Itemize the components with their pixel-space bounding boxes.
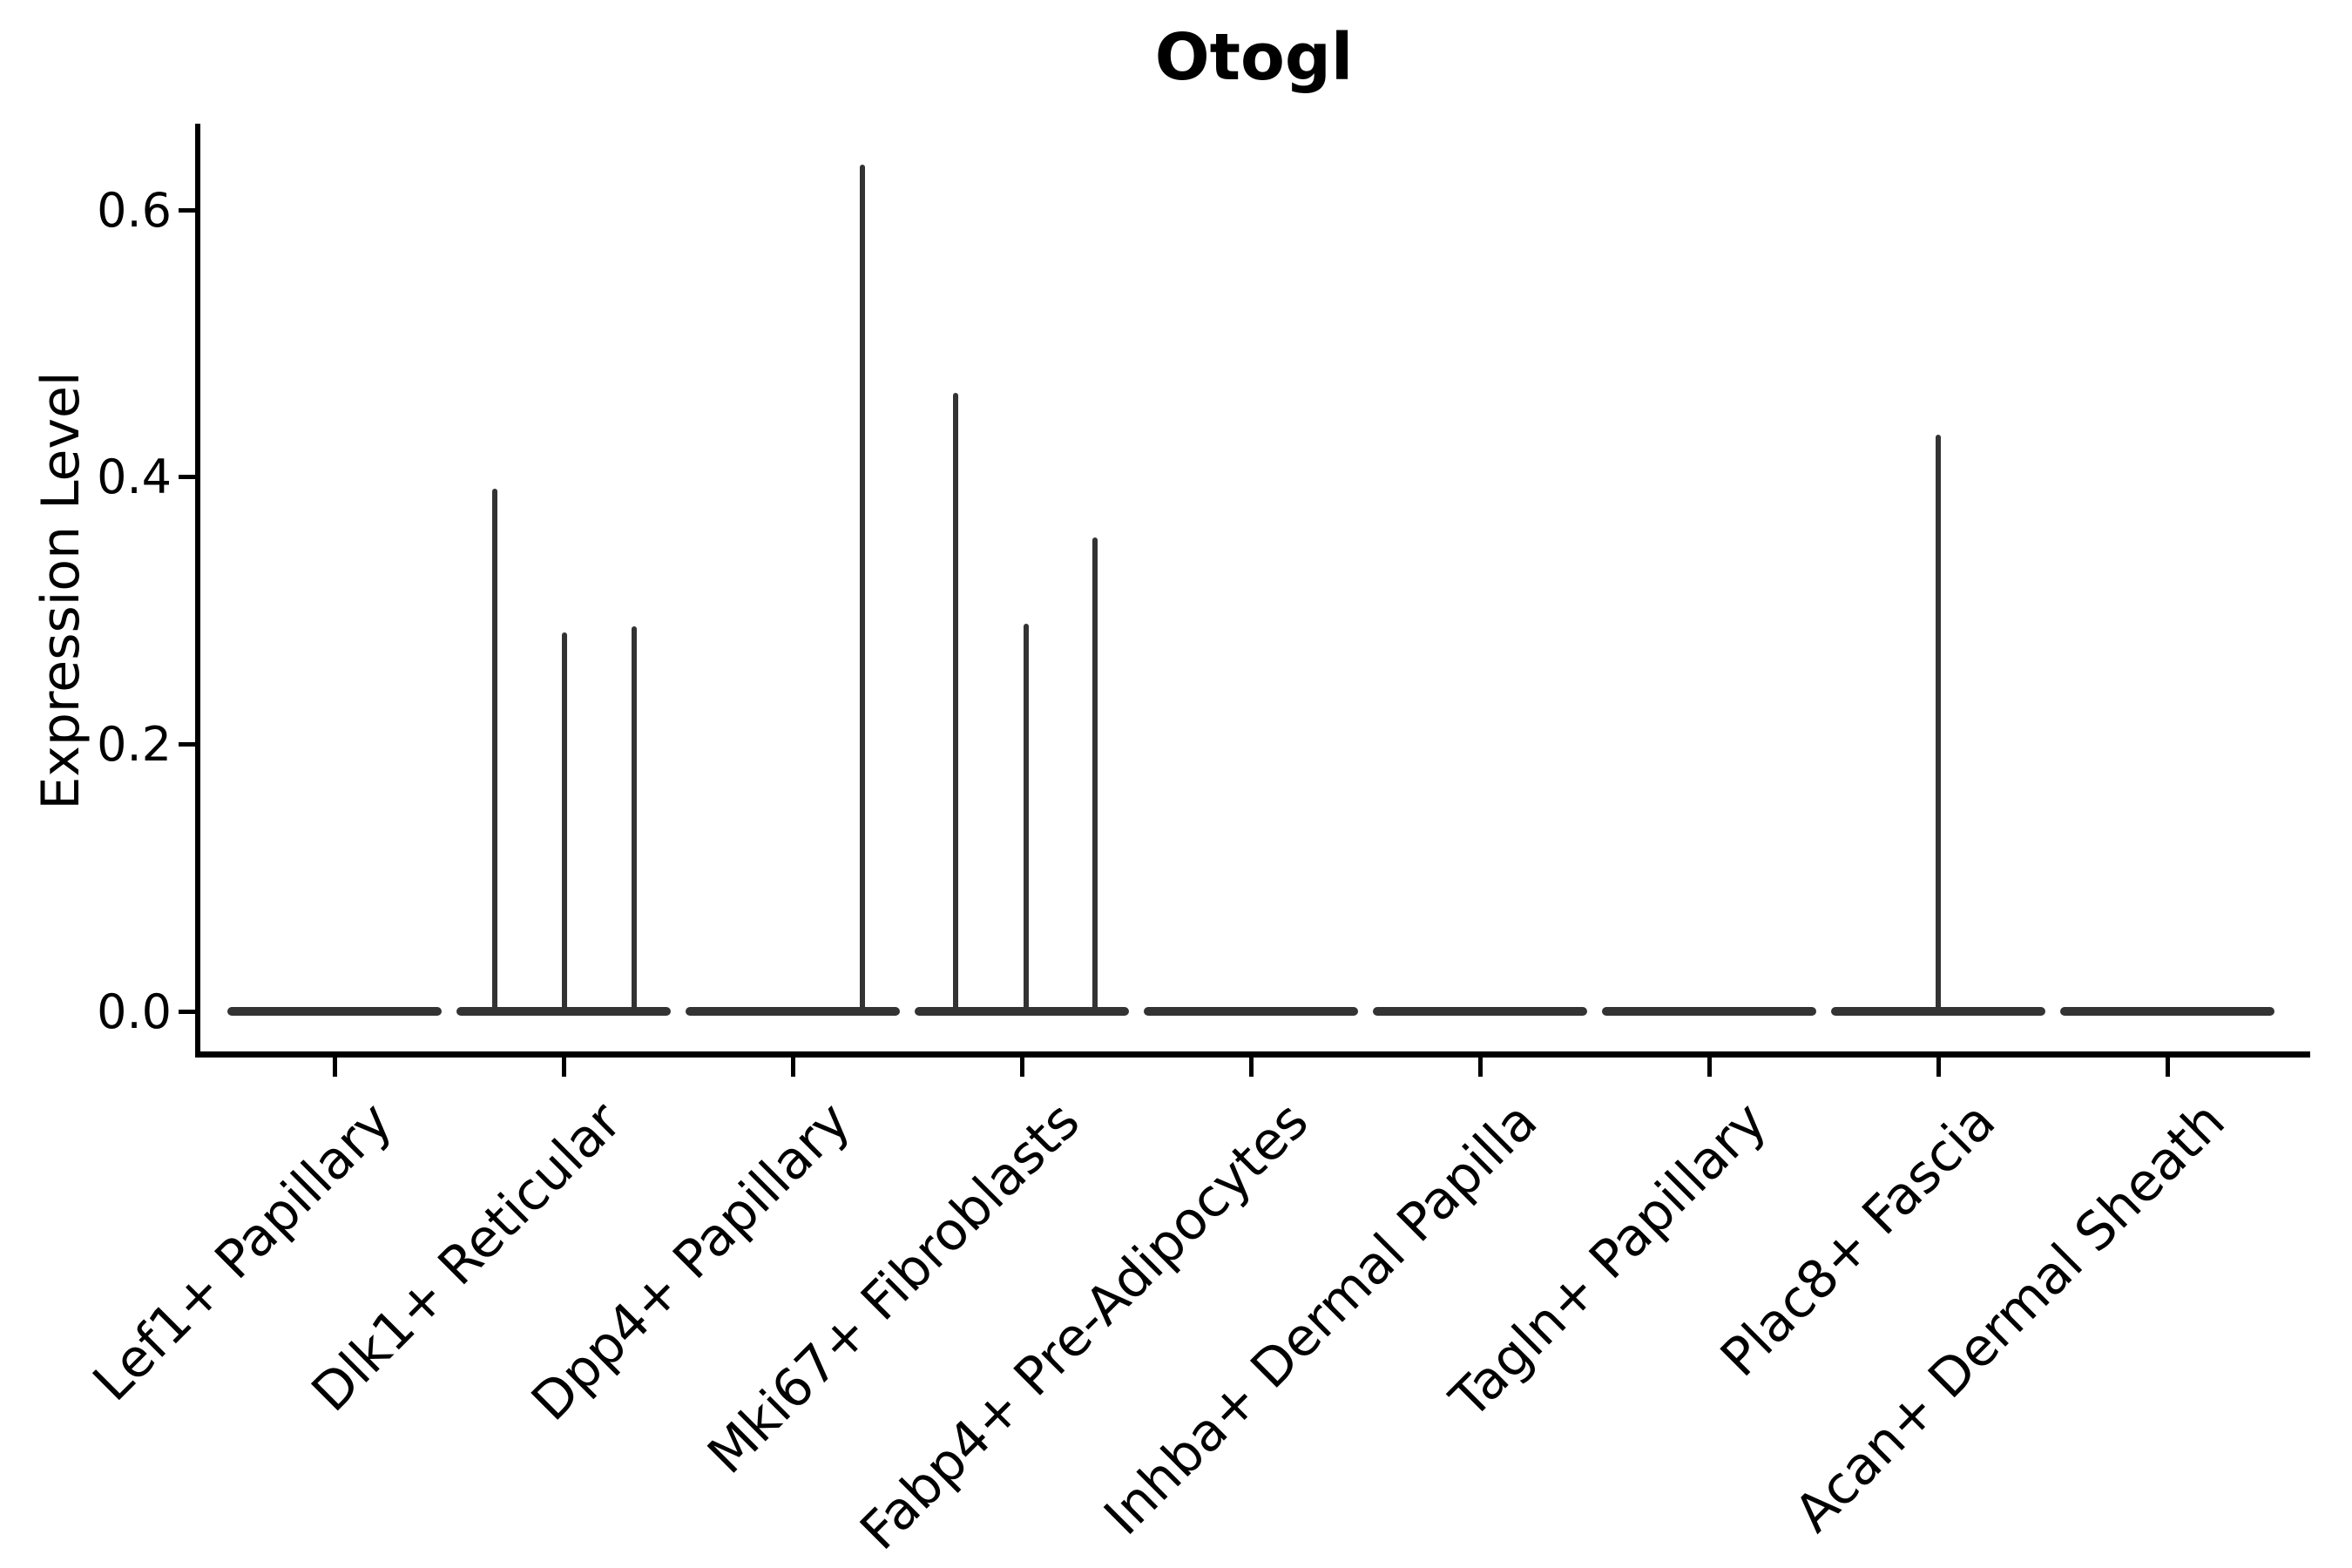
- y-tick: [179, 207, 198, 213]
- y-tick-label: 0.4: [97, 449, 172, 505]
- violin-body: [915, 1007, 1129, 1016]
- violin-body: [1373, 1007, 1587, 1016]
- violin-spike: [1024, 624, 1029, 1013]
- x-tick: [1248, 1054, 1254, 1077]
- violin-spike: [953, 393, 958, 1013]
- violin-body: [2060, 1007, 2274, 1016]
- x-tick: [1477, 1054, 1483, 1077]
- x-tick: [1019, 1054, 1024, 1077]
- violin-body: [227, 1007, 442, 1016]
- plot-title: Otogl: [1154, 20, 1354, 95]
- x-tick-label: Acan+ Dermal Sheath: [1782, 1091, 2237, 1544]
- y-tick-label: 0.2: [97, 716, 172, 772]
- violin-body: [686, 1007, 900, 1016]
- x-tick: [790, 1054, 795, 1077]
- violin-body: [1602, 1007, 1816, 1016]
- x-tick: [332, 1054, 337, 1077]
- y-tick-label: 0.6: [97, 182, 172, 238]
- y-tick: [179, 741, 198, 747]
- violin-spike: [1092, 537, 1098, 1013]
- x-tick: [2165, 1054, 2170, 1077]
- y-tick: [179, 475, 198, 480]
- violin-spike: [632, 626, 637, 1013]
- y-axis-spine: [195, 124, 200, 1058]
- x-tick: [561, 1054, 566, 1077]
- violin-body: [1144, 1007, 1358, 1016]
- x-tick: [1707, 1054, 1712, 1077]
- violin-spike: [1936, 434, 1941, 1013]
- violin-spike: [492, 489, 497, 1013]
- violin-spike: [860, 164, 865, 1013]
- x-tick-label: Mki67+ Fibroblasts: [695, 1091, 1092, 1486]
- x-tick-label: Fabp4+ Pre-Adipocytes: [848, 1091, 1321, 1562]
- x-tick-label: Inhba+ Dermal Papilla: [1092, 1091, 1550, 1547]
- violin-spike: [562, 632, 567, 1013]
- y-tick-label: 0.0: [97, 983, 172, 1039]
- y-tick: [179, 1009, 198, 1014]
- x-tick: [1936, 1054, 1941, 1077]
